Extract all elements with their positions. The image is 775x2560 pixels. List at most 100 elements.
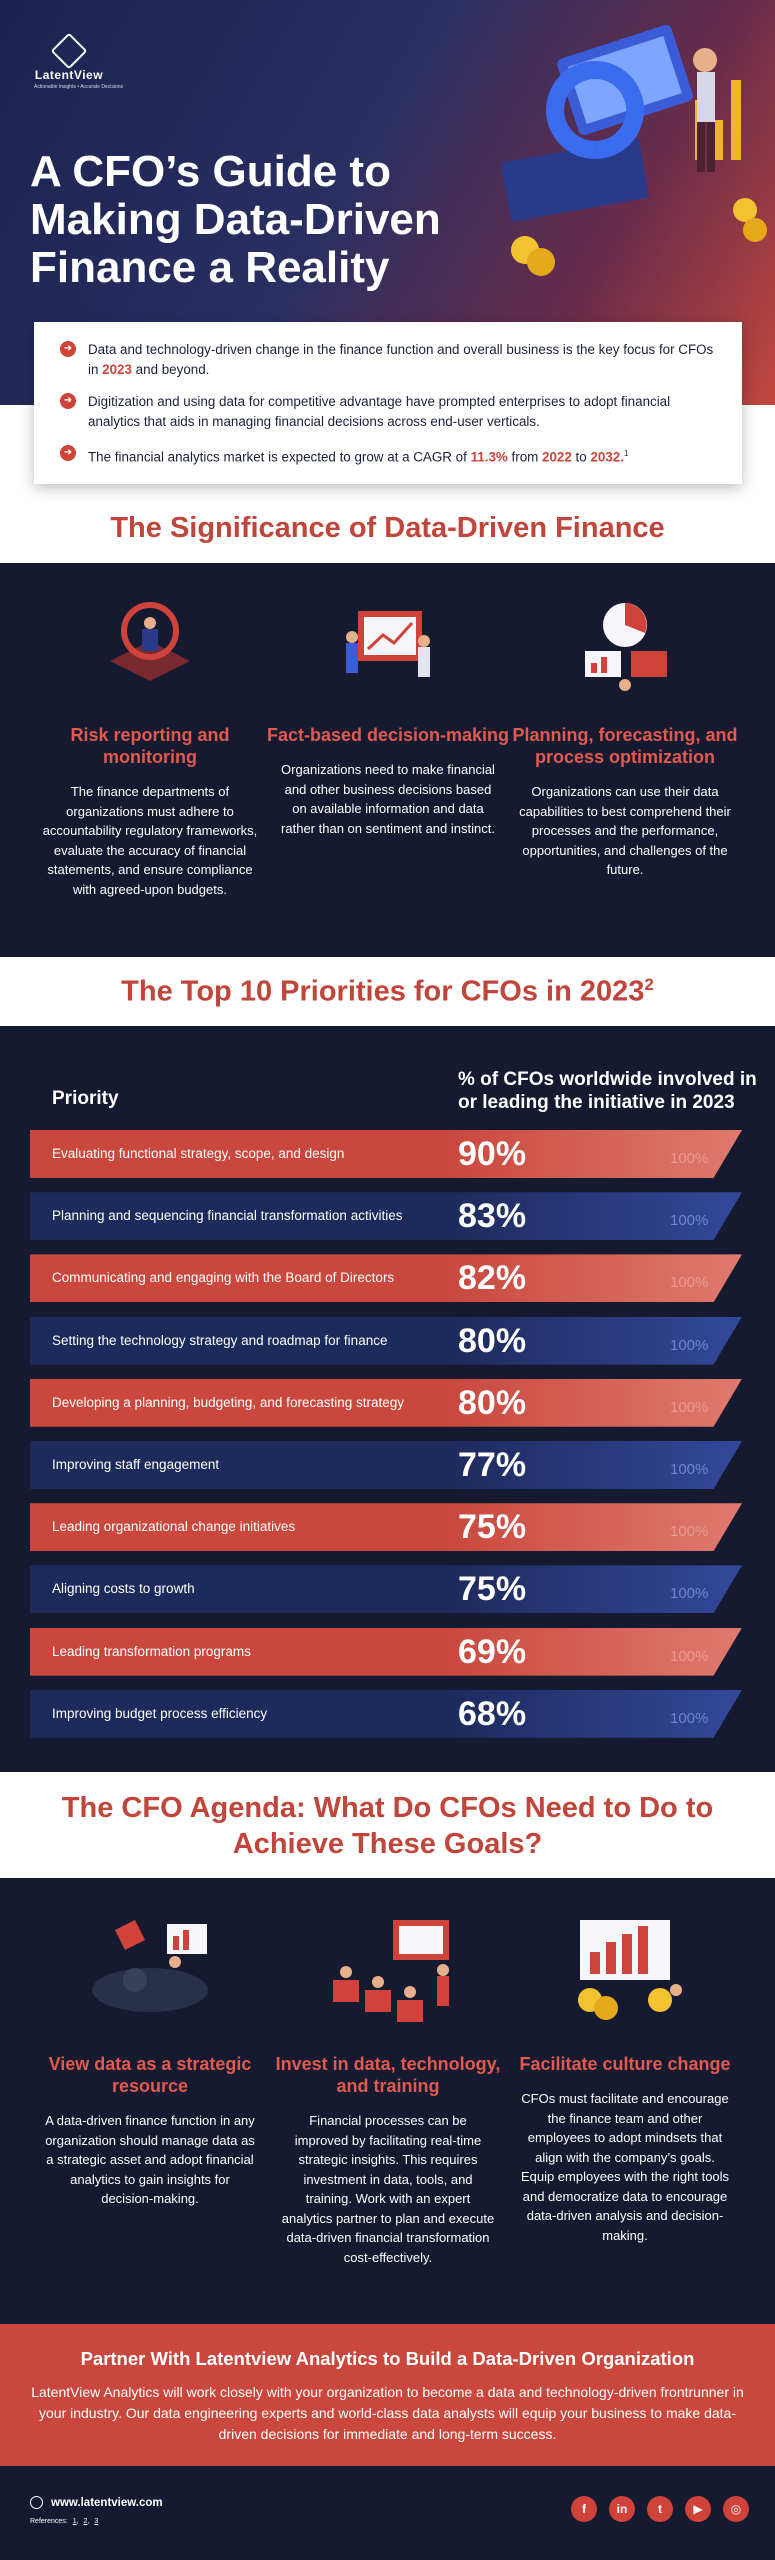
max-percent-label: 100% <box>670 1647 709 1665</box>
priority-bar <box>30 1503 742 1552</box>
priority-percent: 75% <box>458 1570 527 1609</box>
significance-body: The finance departments of organizations… <box>42 784 258 897</box>
priority-label: Evaluating functional strategy, scope, a… <box>52 1146 345 1161</box>
facebook-icon[interactable]: f <box>571 2496 597 2522</box>
priority-bar <box>30 1316 742 1365</box>
intro-point: ➜ Digitization and using data for compet… <box>60 392 716 432</box>
agenda-body: CFOs must facilitate and encourage the f… <box>520 2091 730 2243</box>
priority-bar <box>30 1627 742 1676</box>
reference-link[interactable]: 3 <box>94 2518 99 2525</box>
priority-bar <box>30 1689 742 1738</box>
priority-bar <box>30 1192 742 1241</box>
priority-bar <box>30 1441 742 1489</box>
partner-title: Partner With Latentview Analytics to Bui… <box>80 2348 695 2369</box>
reference-link[interactable]: 2 <box>83 2518 88 2525</box>
intro-card: ➜ Data and technology-driven change in t… <box>34 322 742 484</box>
priority-label: Leading organizational change initiative… <box>52 1519 296 1535</box>
logo-icon <box>50 32 88 70</box>
priority-label: Developing a planning, budgeting, and fo… <box>52 1394 404 1410</box>
social-links: f in t ▶ ◎ <box>559 2496 749 2522</box>
significance-body: Organizations can use their data capabil… <box>519 784 731 877</box>
significance-section: Risk reporting and monitoring The financ… <box>0 563 775 957</box>
priority-row: Leading organizational change initiative… <box>30 1503 742 1552</box>
agenda-item: Facilitate culture change CFOs must faci… <box>500 1878 750 2245</box>
youtube-icon[interactable]: ▶ <box>685 2496 711 2522</box>
intro-point: ➜ The financial analytics market is expe… <box>60 444 716 467</box>
priority-percent: 75% <box>458 1508 527 1547</box>
linkedin-icon[interactable]: in <box>609 2496 635 2522</box>
priority-row: Leading transformation programs 69% 100% <box>30 1627 742 1676</box>
culture-change-illustration <box>578 1920 682 2020</box>
hero-illustration <box>500 24 767 276</box>
priority-row: Planning and sequencing financial transf… <box>30 1192 742 1241</box>
instagram-icon[interactable]: ◎ <box>723 2496 749 2522</box>
agenda-heading: Facilitate culture change <box>519 2054 731 2074</box>
max-percent-label: 100% <box>670 1398 709 1416</box>
significance-item: Fact-based decision-making Organizations… <box>263 563 513 838</box>
brand-logo[interactable]: LatentView Actionable Insights • Accurat… <box>34 32 123 90</box>
partner-body: LatentView Analytics will work closely w… <box>31 2384 744 2442</box>
max-percent-label: 100% <box>670 1461 709 1478</box>
priority-label: Setting the technology strategy and road… <box>52 1332 388 1348</box>
priority-label: Planning and sequencing financial transf… <box>52 1208 403 1224</box>
priority-bar <box>30 1254 742 1303</box>
percent-column-header: % of CFOs worldwide involved in or leadi… <box>458 1069 757 1113</box>
priority-row: Aligning costs to growth 75% 100% <box>30 1565 742 1614</box>
training-illustration <box>333 1920 449 2022</box>
decision-making-illustration <box>346 611 430 677</box>
max-percent-label: 100% <box>670 1709 709 1727</box>
priority-label: Communicating and engaging with the Boar… <box>52 1270 395 1286</box>
footer: www.latentview.com References: 1, 2, 3 f… <box>0 2466 775 2560</box>
priority-bar <box>30 1378 742 1427</box>
priority-row: Evaluating functional strategy, scope, a… <box>30 1130 742 1178</box>
priority-label: Improving staff engagement <box>52 1457 220 1472</box>
intro-point: ➜ Data and technology-driven change in t… <box>60 340 716 380</box>
agenda-body: Financial processes can be improved by f… <box>281 2113 495 2265</box>
priority-row: Improving staff engagement 77% 100% <box>30 1441 742 1489</box>
globe-icon <box>30 2496 43 2509</box>
agenda-body: A data-driven finance function in any or… <box>45 2113 255 2206</box>
priority-row: Improving budget process efficiency 68% 10… <box>30 1689 742 1738</box>
priority-percent: 80% <box>458 1321 527 1360</box>
priority-percent: 77% <box>458 1446 527 1484</box>
significance-item: Risk reporting and monitoring The financ… <box>25 563 275 899</box>
website-link[interactable]: www.latentview.com <box>30 2496 163 2509</box>
arrow-right-icon: ➜ <box>60 445 76 461</box>
priority-bar <box>30 1130 742 1178</box>
priorities-title: The Top 10 Priorities for CFOs in 20232 <box>121 975 654 1008</box>
priority-percent: 83% <box>458 1197 527 1236</box>
priority-percent: 69% <box>458 1632 527 1671</box>
significance-body: Organizations need to make financial and… <box>281 762 495 836</box>
priority-label: Improving budget process efficiency <box>52 1705 268 1721</box>
priority-column-header: Priority <box>52 1088 119 1109</box>
reference-link[interactable]: 1 <box>72 2518 77 2525</box>
priority-percent: 80% <box>458 1383 527 1422</box>
significance-heading: Fact-based decision-making <box>266 725 510 745</box>
priority-percent: 90% <box>458 1135 527 1173</box>
agenda-item: Invest in data, technology, and training… <box>263 1878 513 2267</box>
agenda-heading: View data as a strategic resource <box>48 2054 252 2096</box>
twitter-icon[interactable]: t <box>647 2496 673 2522</box>
agenda-section: View data as a strategic resource A data… <box>0 1878 775 2324</box>
priority-bar <box>30 1565 742 1614</box>
max-percent-label: 100% <box>670 1336 709 1354</box>
significance-heading: Risk reporting and monitoring <box>70 725 230 767</box>
max-percent-label: 100% <box>670 1212 709 1230</box>
max-percent-label: 100% <box>670 1585 709 1603</box>
significance-title: The Significance of Data-Driven Finance <box>110 512 665 544</box>
arrow-right-icon: ➜ <box>60 393 76 409</box>
agenda-title: The CFO Agenda: What Do CFOs Need to Do … <box>61 1792 714 1860</box>
references: References: 1, 2, 3 <box>30 2518 99 2525</box>
max-percent-label: 100% <box>670 1523 709 1541</box>
priority-row: Developing a planning, budgeting, and fo… <box>30 1378 742 1427</box>
agenda-item: View data as a strategic resource A data… <box>25 1878 275 2209</box>
priorities-section: Priority % of CFOs worldwide involved in… <box>0 1026 775 1772</box>
hero-title: A CFO’s Guide to Making Data-Driven Fina… <box>30 147 441 292</box>
significance-heading: Planning, forecasting, and process optim… <box>512 725 738 767</box>
priority-row: Setting the technology strategy and road… <box>30 1316 742 1365</box>
max-percent-label: 100% <box>670 1150 709 1167</box>
agenda-heading: Invest in data, technology, and training <box>275 2054 501 2096</box>
priority-percent: 68% <box>458 1694 527 1733</box>
max-percent-label: 100% <box>670 1274 709 1292</box>
priority-label: Aligning costs to growth <box>52 1581 195 1597</box>
